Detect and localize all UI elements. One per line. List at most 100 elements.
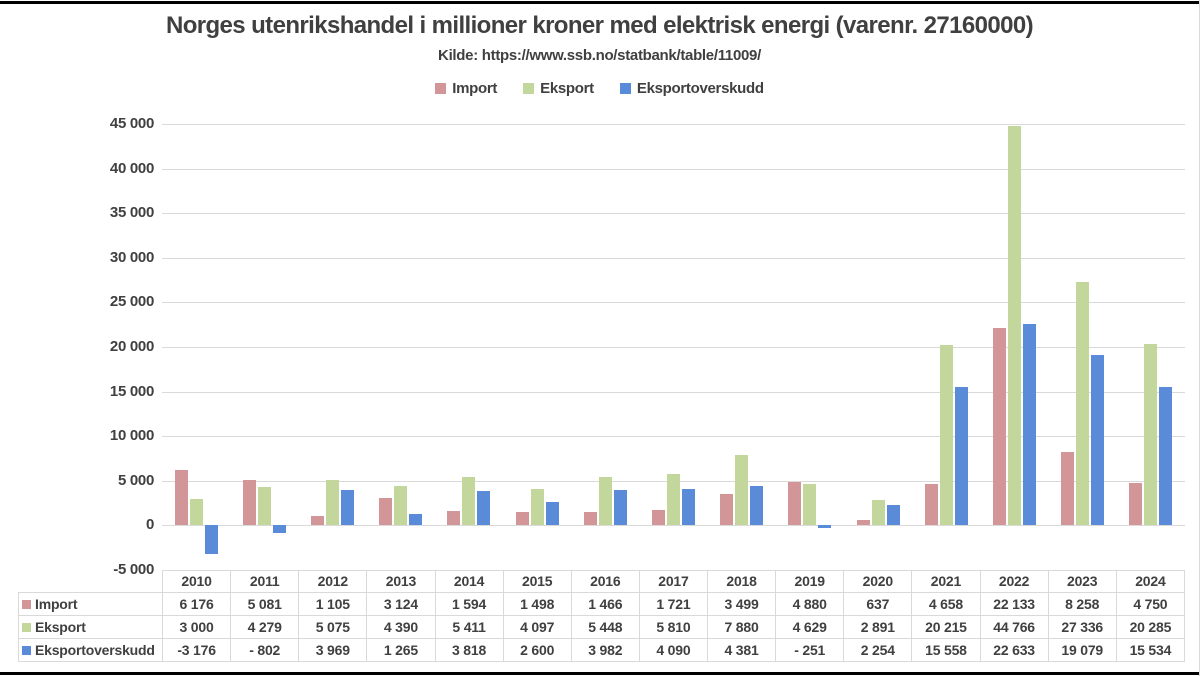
- bar-eksportoverskudd-2015: [545, 502, 559, 526]
- value-cell: 15 534: [1115, 638, 1186, 662]
- y-axis-tick-label: 5 000: [117, 471, 154, 489]
- data-table: 2010 2011 2012 2013 2014 2015 2016 2017 2018 2019…: [18, 570, 1186, 662]
- bar-eksport-2021: [939, 345, 953, 526]
- y-axis-tick-label: 15 000: [109, 382, 154, 400]
- value-cell: 1 594: [434, 592, 504, 616]
- value-cell: 4 658: [911, 592, 981, 616]
- bar-eksport-2020: [871, 499, 885, 526]
- table-row: Eksport 3 000 4 279 5 075 4 390 5 411 4 097 5 4…: [18, 615, 1186, 639]
- value-cell: 22 633: [979, 638, 1049, 662]
- value-cell: 4 381: [706, 638, 777, 662]
- value-cell: -3 176: [161, 638, 232, 662]
- value-cell: 3 124: [366, 592, 436, 616]
- y-axis-tick-label: 45 000: [109, 115, 154, 132]
- year-cell: 2012: [298, 570, 368, 593]
- y-axis-tick-label: 10 000: [109, 427, 154, 445]
- bar-eksportoverskudd-2014: [477, 491, 491, 526]
- bar-eksport-2013: [394, 486, 408, 526]
- gridline: [162, 213, 1185, 215]
- table-corner-cell: [19, 571, 163, 593]
- value-cell: 4 279: [230, 615, 300, 639]
- value-cell: 4 629: [775, 615, 845, 639]
- chart-legend: Import Eksport Eksportoverskudd: [0, 80, 1199, 97]
- bar-eksport-2024: [1144, 344, 1158, 526]
- legend-label: Import: [452, 80, 498, 97]
- year-cell: 2019: [775, 570, 845, 593]
- top-border-line: [0, 1, 1199, 4]
- value-cell: 2 600: [502, 638, 572, 662]
- bar-import-2023: [1061, 451, 1075, 526]
- value-cell: 5 081: [230, 592, 300, 616]
- bar-eksportoverskudd-2024: [1159, 386, 1173, 526]
- bottom-border-line: [0, 672, 1199, 675]
- series-label-cell: Eksport: [18, 615, 163, 639]
- value-cell: 5 448: [570, 615, 640, 639]
- gridline: [162, 525, 1185, 527]
- bar-eksport-2010: [189, 498, 203, 526]
- y-axis-tick-label: 0: [145, 516, 154, 534]
- value-cell: 1 721: [638, 592, 709, 616]
- value-cell: 8 258: [1047, 592, 1117, 616]
- gridline: [162, 257, 1185, 259]
- bar-eksport-2011: [257, 487, 271, 526]
- bar-eksportoverskudd-2022: [1023, 323, 1036, 526]
- value-cell: 1 265: [366, 638, 436, 662]
- year-cell: 2018: [706, 570, 777, 593]
- value-cell: 3 000: [161, 615, 232, 639]
- series-name-label: Eksport: [35, 619, 86, 635]
- value-cell: - 251: [775, 638, 845, 662]
- gridline: [162, 391, 1185, 393]
- value-cell: 27 336: [1047, 615, 1117, 639]
- value-cell: 4 390: [366, 615, 436, 639]
- value-cell: 4 750: [1115, 592, 1186, 616]
- bar-import-2017: [652, 510, 665, 526]
- bar-eksportoverskudd-2019: [818, 525, 832, 528]
- bar-import-2022: [993, 327, 1006, 526]
- bar-import-2024: [1129, 483, 1143, 526]
- gridline: [162, 436, 1185, 438]
- value-cell: 22 133: [979, 592, 1049, 616]
- year-cell: 2016: [570, 570, 640, 593]
- value-cell: 15 558: [911, 638, 981, 662]
- value-cell: 44 766: [979, 615, 1049, 639]
- bar-import-2020: [856, 519, 870, 526]
- bar-import-2019: [788, 481, 802, 526]
- legend-swatch-icon: [435, 83, 447, 94]
- bar-eksportoverskudd-2012: [341, 489, 354, 526]
- value-cell: 5 411: [434, 615, 504, 639]
- value-cell: 4 097: [502, 615, 572, 639]
- bar-eksport-2018: [735, 455, 749, 526]
- bar-eksport-2022: [1008, 126, 1021, 526]
- legend-label: Eksport: [540, 80, 594, 97]
- year-cell: 2020: [843, 570, 913, 593]
- value-cell: 2 254: [843, 638, 913, 662]
- y-axis-tick-label: 25 000: [109, 293, 154, 311]
- year-cell: 2021: [911, 570, 981, 593]
- bar-eksport-2023: [1076, 281, 1090, 526]
- value-cell: 3 818: [434, 638, 504, 662]
- bar-eksportoverskudd-2010: [204, 525, 218, 554]
- gridline: [162, 168, 1185, 170]
- bar-eksportoverskudd-2011: [272, 525, 286, 533]
- value-cell: 3 969: [298, 638, 368, 662]
- bar-import-2011: [242, 480, 256, 526]
- year-cell: 2013: [366, 570, 436, 593]
- value-cell: 7 880: [706, 615, 777, 639]
- value-cell: 5 075: [298, 615, 368, 639]
- legend-swatch-icon: [619, 83, 631, 94]
- bar-import-2021: [924, 483, 938, 526]
- bar-import-2012: [311, 515, 324, 526]
- y-axis-tick-label: 35 000: [109, 204, 154, 222]
- value-cell: 2 891: [843, 615, 913, 639]
- y-axis-tick-label: 40 000: [109, 159, 154, 177]
- legend-item-eksport: Eksport: [523, 80, 594, 97]
- bar-import-2013: [379, 497, 393, 526]
- year-cell: 2023: [1047, 570, 1117, 593]
- value-cell: 637: [843, 592, 913, 616]
- bar-import-2014: [447, 511, 461, 526]
- gridline: [162, 302, 1185, 304]
- bar-eksportoverskudd-2021: [954, 386, 968, 526]
- year-cell: 2014: [434, 570, 504, 593]
- value-cell: 3 499: [706, 592, 777, 616]
